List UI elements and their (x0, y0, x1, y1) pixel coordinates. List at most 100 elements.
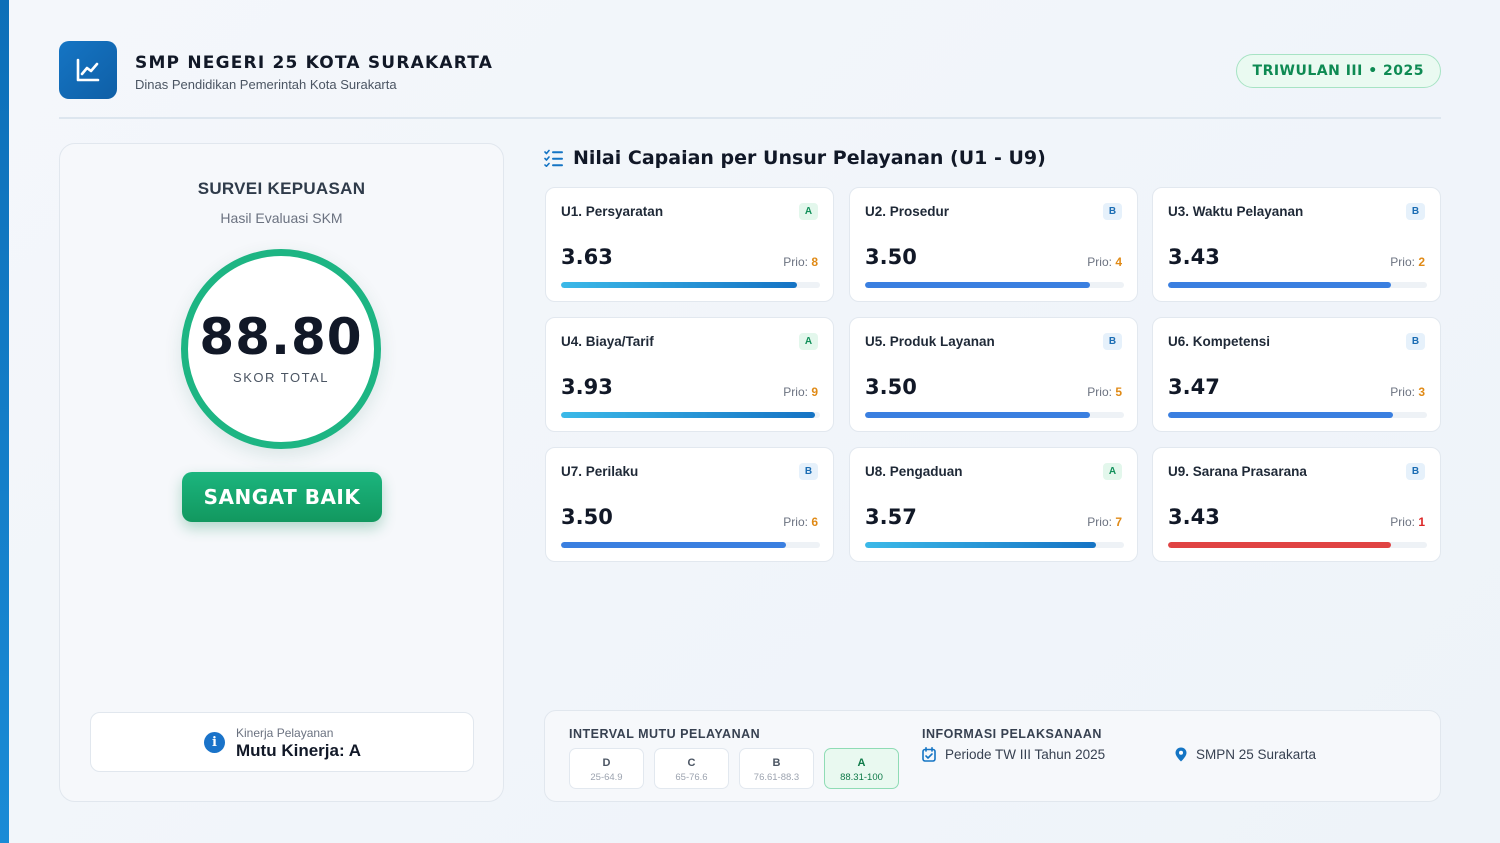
unit-card-u8: U8. Pengaduan A 3.57 Prio: 7 (849, 447, 1138, 562)
interval-range: 65-76.6 (675, 772, 708, 783)
summary-panel: SURVEI KEPUASAN Hasil Evaluasi SKM 88.80… (59, 143, 504, 802)
performance-box: i Kinerja Pelayanan Mutu Kinerja: A (90, 712, 474, 772)
header-divider (59, 117, 1441, 119)
unit-name: U9. Sarana Prasarana (1168, 464, 1307, 479)
grade-badge: A (799, 333, 818, 350)
interval-grade: C (687, 757, 696, 769)
priority-rank: 5 (1115, 385, 1122, 399)
unit-card-u2: U2. Prosedur B 3.50 Prio: 4 (849, 187, 1138, 302)
score-bar-fill (1168, 282, 1391, 288)
grade-badge: B (1406, 333, 1425, 350)
unit-score: 3.57 (865, 505, 917, 529)
unit-name: U7. Perilaku (561, 464, 639, 479)
unit-name: U5. Produk Layanan (865, 334, 995, 349)
unit-score: 3.50 (865, 375, 917, 399)
section-header: Nilai Capaian per Unsur Pelayanan (U1 - … (544, 145, 1046, 171)
score-bar-fill (1168, 542, 1391, 548)
interval-range: 88.31-100 (840, 772, 883, 783)
score-bar-fill (561, 412, 815, 418)
unit-name: U4. Biaya/Tarif (561, 334, 654, 349)
score-bar (561, 412, 820, 418)
score-bar (865, 412, 1124, 418)
score-bar-fill (561, 282, 797, 288)
info-location-text: SMPN 25 Surakarta (1196, 747, 1317, 762)
interval-grade: B (772, 757, 781, 769)
priority: Prio: 8 (783, 255, 818, 269)
unit-score: 3.43 (1168, 505, 1220, 529)
interval-grade: D (602, 757, 611, 769)
score-bar (561, 542, 820, 548)
priority-rank: 8 (811, 255, 818, 269)
score-bar-fill (1168, 412, 1394, 418)
priority: Prio: 5 (1087, 385, 1122, 399)
unit-score: 3.50 (865, 245, 917, 269)
unit-card-u3: U3. Waktu Pelayanan B 3.43 Prio: 2 (1152, 187, 1441, 302)
priority-label: Prio: (783, 385, 808, 399)
priority-rank: 1 (1418, 515, 1425, 529)
performance-label: Kinerja Pelayanan (236, 726, 334, 740)
score-bar-fill (865, 542, 1096, 548)
unit-score: 3.47 (1168, 375, 1220, 399)
unit-name: U8. Pengaduan (865, 464, 963, 479)
header: SMP NEGERI 25 KOTA SURAKARTA Dinas Pendi… (59, 41, 1441, 101)
unit-score: 3.93 (561, 375, 613, 399)
score-bar-fill (561, 542, 787, 548)
priority-label: Prio: (1087, 255, 1112, 269)
section-title: Nilai Capaian per Unsur Pelayanan (U1 - … (573, 147, 1046, 169)
unit-score: 3.63 (561, 245, 613, 269)
interval-title: INTERVAL MUTU PELAYANAN (569, 727, 761, 741)
info-period-text: Periode TW III Tahun 2025 (945, 747, 1106, 762)
priority: Prio: 4 (1087, 255, 1122, 269)
score-bar-fill (865, 282, 1091, 288)
unit-score: 3.50 (561, 505, 613, 529)
survey-title: SURVEI KEPUASAN (197, 179, 366, 198)
priority: Prio: 3 (1390, 385, 1425, 399)
checklist-icon (544, 149, 563, 167)
school-subtitle: Dinas Pendidikan Pemerintah Kota Surakar… (135, 77, 397, 92)
grade-badge: B (1406, 463, 1425, 480)
performance-value: Mutu Kinerja: A (236, 741, 361, 760)
score-bar-fill (865, 412, 1091, 418)
grade-badge: B (799, 463, 818, 480)
score-bar (561, 282, 820, 288)
unit-score: 3.43 (1168, 245, 1220, 269)
unit-card-u6: U6. Kompetensi B 3.47 Prio: 3 (1152, 317, 1441, 432)
score-bar (1168, 282, 1427, 288)
grade-badge: B (1103, 203, 1122, 220)
priority-label: Prio: (1390, 385, 1415, 399)
priority-label: Prio: (1390, 515, 1415, 529)
priority: Prio: 7 (1087, 515, 1122, 529)
info-period: Periode TW III Tahun 2025 (922, 747, 1105, 762)
line-chart-icon (76, 58, 100, 82)
priority-label: Prio: (1087, 385, 1112, 399)
calendar-check-icon (922, 747, 936, 762)
survey-subtitle: Hasil Evaluasi SKM (220, 210, 343, 226)
info-title: INFORMASI PELAKSANAAN (922, 727, 1102, 741)
grade-badge: A (799, 203, 818, 220)
priority: Prio: 9 (783, 385, 818, 399)
priority: Prio: 1 (1390, 515, 1425, 529)
interval-range: 76.61-88.3 (753, 772, 800, 783)
unit-name: U2. Prosedur (865, 204, 950, 219)
interval-a-active: A 88.31-100 (824, 748, 899, 789)
grade-badge: B (1103, 333, 1122, 350)
unit-name: U1. Persyaratan (561, 204, 664, 219)
priority-rank: 3 (1418, 385, 1425, 399)
unit-name: U3. Waktu Pelayanan (1168, 204, 1304, 219)
priority-label: Prio: (783, 515, 808, 529)
period-badge: TRIWULAN III • 2025 (1235, 54, 1441, 88)
score-bar (865, 282, 1124, 288)
priority: Prio: 6 (783, 515, 818, 529)
verdict-badge: SANGAT BAIK (182, 472, 382, 522)
score-bar (865, 542, 1124, 548)
unit-name: U6. Kompetensi (1168, 334, 1271, 349)
priority-rank: 2 (1418, 255, 1425, 269)
app-logo (59, 41, 117, 99)
score-bar (1168, 412, 1427, 418)
score-label: SKOR TOTAL (233, 370, 329, 385)
bottom-info-panel: INTERVAL MUTU PELAYANAN D 25-64.9 C 65-7… (544, 710, 1441, 802)
interval-c: C 65-76.6 (654, 748, 729, 789)
unit-card-u9: U9. Sarana Prasarana B 3.43 Prio: 1 (1152, 447, 1441, 562)
interval-b: B 76.61-88.3 (739, 748, 814, 789)
score-bar (1168, 542, 1427, 548)
